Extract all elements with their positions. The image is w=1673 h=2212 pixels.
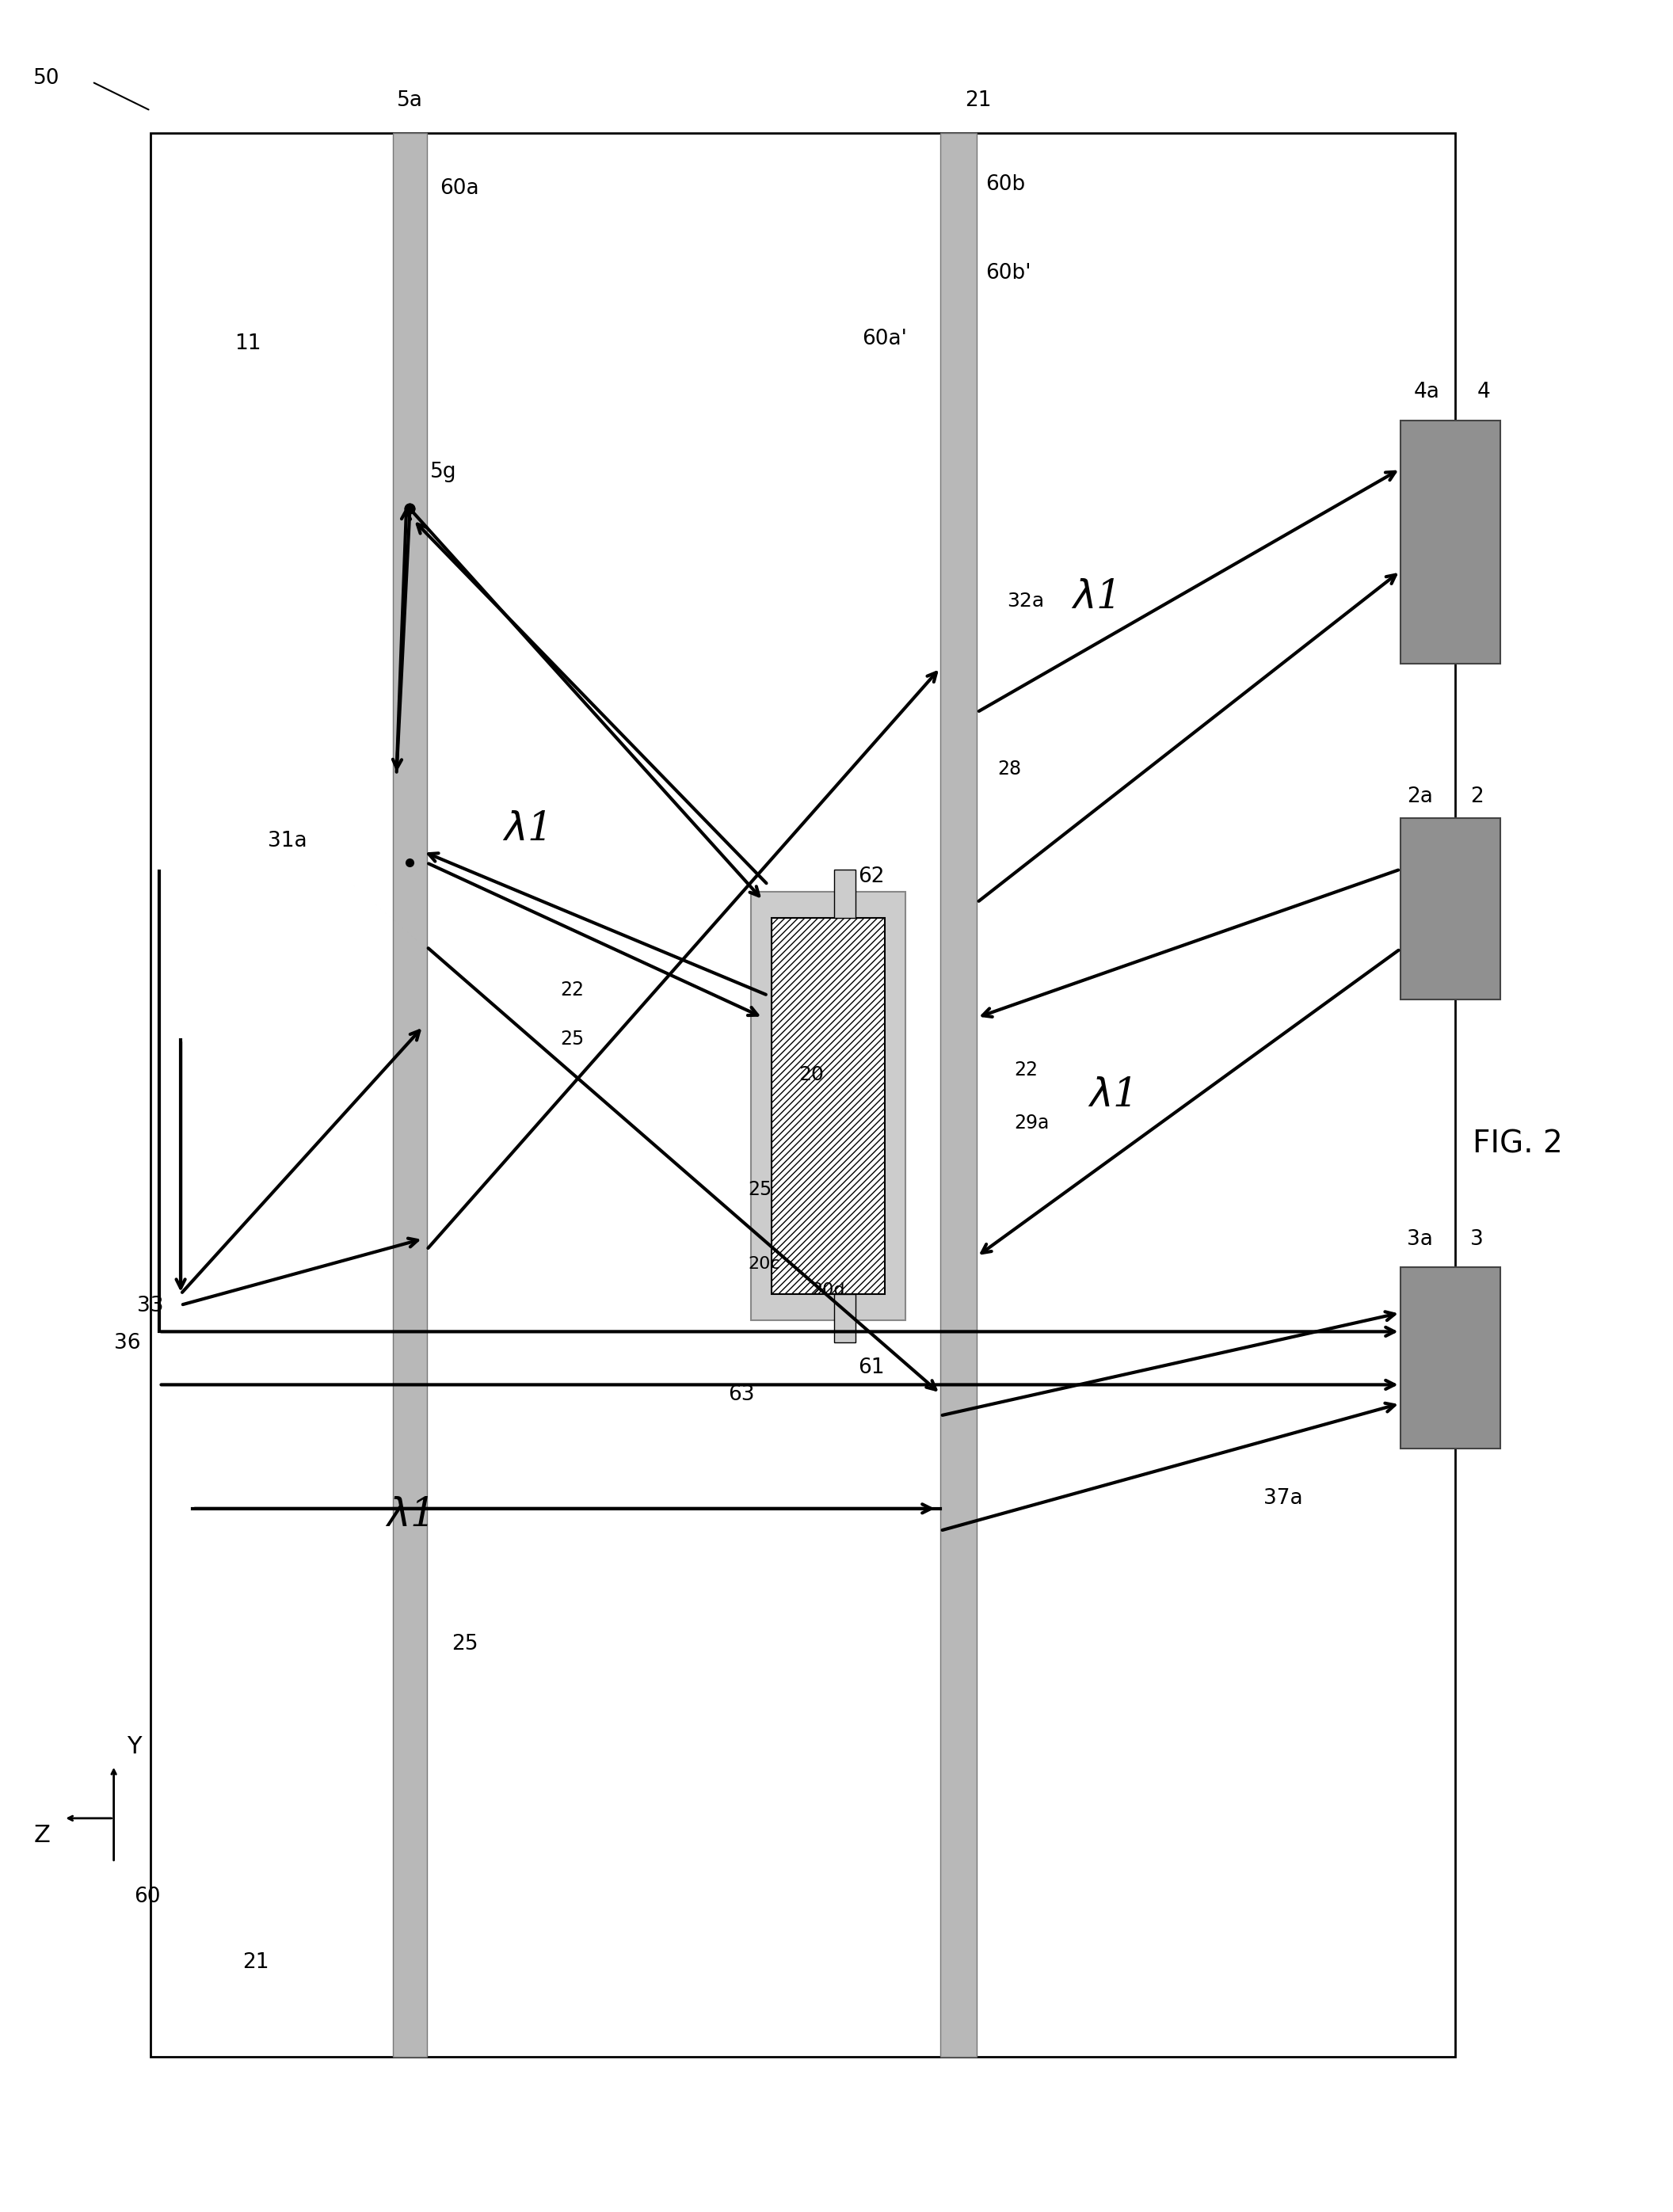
Text: 62: 62	[858, 867, 885, 887]
Bar	[151, 133, 1456, 2057]
Text: FIG. 2: FIG. 2	[1472, 1128, 1563, 1159]
Text: 60a': 60a'	[862, 330, 907, 349]
Bar	[751, 891, 905, 1321]
Text: 37a: 37a	[1263, 1489, 1302, 1509]
Bar	[1400, 1267, 1501, 1449]
Bar	[771, 918, 885, 1294]
Bar	[835, 1294, 857, 1343]
Text: 63: 63	[728, 1385, 755, 1405]
Text: $\lambda$1: $\lambda$1	[502, 810, 545, 849]
Text: 11: 11	[234, 334, 261, 354]
Text: 60: 60	[134, 1887, 161, 1907]
Bar	[835, 869, 857, 918]
Text: 22: 22	[560, 980, 584, 1000]
Text: 2: 2	[1471, 787, 1484, 807]
Text: $\lambda$1: $\lambda$1	[1087, 1075, 1131, 1115]
Text: 61: 61	[858, 1358, 885, 1378]
Text: Y: Y	[127, 1736, 142, 1759]
Text: 4: 4	[1477, 383, 1491, 403]
Text: 21: 21	[965, 91, 992, 111]
Text: 28: 28	[997, 759, 1021, 779]
Text: 22: 22	[1014, 1060, 1037, 1079]
Text: Z: Z	[33, 1825, 50, 1847]
Text: 21: 21	[243, 1953, 269, 1973]
Text: 3: 3	[1471, 1230, 1484, 1250]
Text: 50: 50	[33, 69, 60, 88]
Bar	[940, 133, 977, 2057]
Text: 33: 33	[137, 1296, 164, 1316]
Text: 60a: 60a	[440, 179, 478, 199]
Text: 29a: 29a	[1014, 1113, 1049, 1133]
Text: 5g: 5g	[430, 462, 457, 482]
Bar	[1400, 420, 1501, 664]
Text: 60b': 60b'	[985, 263, 1031, 283]
Text: $\lambda$1: $\lambda$1	[1071, 577, 1114, 617]
Text: 36: 36	[114, 1334, 141, 1354]
Bar	[393, 133, 427, 2057]
Text: 60b: 60b	[985, 175, 1026, 195]
Text: 2a: 2a	[1407, 787, 1434, 807]
Text: 25: 25	[560, 1029, 584, 1048]
Text: 25: 25	[748, 1179, 771, 1199]
Text: $\lambda$1: $\lambda$1	[385, 1495, 428, 1535]
Bar	[1400, 818, 1501, 1000]
Text: 20d: 20d	[811, 1283, 845, 1298]
Text: 3a: 3a	[1407, 1230, 1434, 1250]
Text: 31a: 31a	[268, 832, 306, 852]
Text: 25: 25	[452, 1635, 478, 1655]
Text: 4a: 4a	[1414, 383, 1440, 403]
Text: 20: 20	[798, 1064, 825, 1084]
Text: 32a: 32a	[1007, 591, 1044, 611]
Text: 5a: 5a	[397, 91, 423, 111]
Text: 20c: 20c	[748, 1256, 780, 1272]
